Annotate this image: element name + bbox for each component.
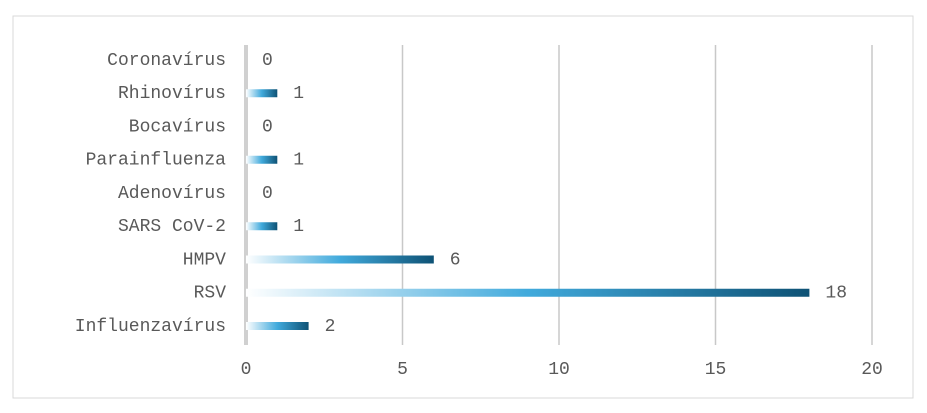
- bar: [246, 155, 278, 164]
- value-label: 6: [450, 250, 461, 270]
- x-tick-label: 15: [705, 360, 727, 380]
- x-tick-label: 0: [241, 360, 252, 380]
- y-tick-label: Bocavírus: [129, 117, 226, 137]
- x-tick-label: 5: [397, 360, 408, 380]
- bar: [246, 89, 278, 98]
- bar: [246, 288, 810, 297]
- y-tick-label: Rhinovírus: [118, 84, 226, 104]
- bar: [246, 322, 309, 330]
- value-label: 0: [262, 184, 273, 204]
- y-tick-label: Influenzavírus: [75, 317, 226, 337]
- chart-frame: [12, 15, 914, 399]
- x-tick-label: 10: [548, 360, 570, 380]
- value-label: 1: [293, 217, 304, 237]
- value-label: 2: [325, 317, 336, 337]
- y-tick-label: Adenovírus: [118, 184, 226, 204]
- y-tick-label: Coronavírus: [107, 51, 226, 71]
- y-tick-label: RSV: [194, 284, 227, 304]
- value-label: 0: [262, 51, 273, 71]
- value-label: 18: [825, 284, 847, 304]
- bar: [246, 222, 278, 231]
- value-label: 1: [293, 151, 304, 171]
- y-tick-label: HMPV: [183, 250, 226, 270]
- y-tick-label: SARS CoV-2: [118, 217, 226, 237]
- bar: [246, 255, 434, 264]
- x-tick-label: 20: [861, 360, 883, 380]
- y-tick-label: Parainfluenza: [86, 151, 227, 171]
- value-label: 0: [262, 117, 273, 137]
- value-label: 1: [293, 84, 304, 104]
